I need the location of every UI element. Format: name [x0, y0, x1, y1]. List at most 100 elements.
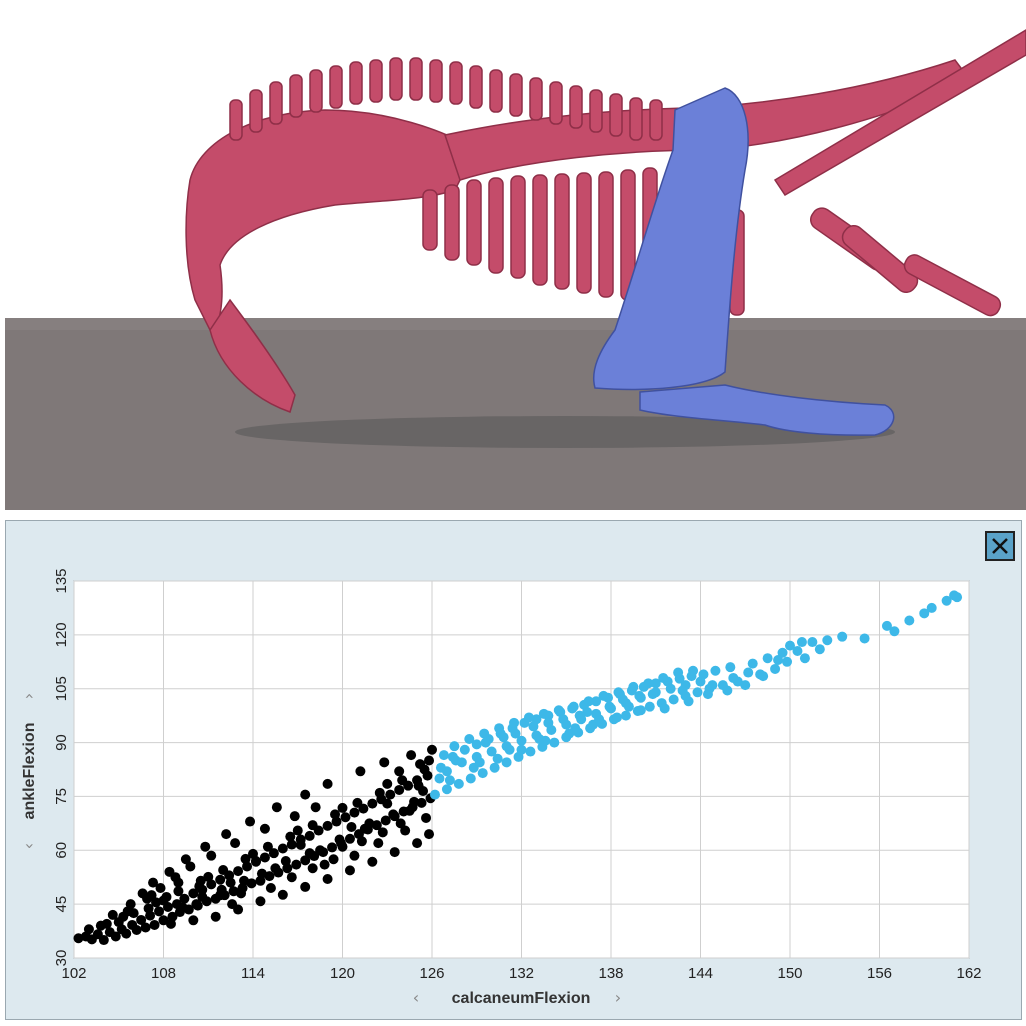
data-point-series-0 [194, 881, 205, 892]
data-point-series-1 [479, 728, 490, 739]
data-point-series-1 [501, 757, 512, 768]
data-point-series-1 [543, 717, 554, 728]
y-tick-label: 90 [53, 734, 70, 751]
data-point-series-0 [388, 809, 399, 820]
data-point-series-0 [421, 812, 432, 823]
data-point-series-0 [280, 856, 291, 867]
x-tick-label: 132 [509, 965, 534, 982]
data-point-series-1 [743, 667, 754, 678]
data-point-series-1 [926, 602, 937, 613]
y-tick-label: 30 [53, 950, 70, 967]
data-point-series-1 [617, 694, 628, 705]
data-point-series-0 [255, 896, 266, 907]
data-point-series-0 [158, 895, 169, 906]
data-point-series-0 [395, 818, 406, 829]
data-point-series-0 [165, 918, 176, 929]
data-point-series-0 [424, 755, 435, 766]
data-point-series-0 [158, 915, 169, 926]
data-point-series-0 [270, 863, 281, 874]
data-point-series-0 [286, 839, 297, 850]
data-point-series-1 [568, 701, 579, 712]
ground-shadow [5, 318, 1026, 330]
data-point-series-0 [379, 757, 390, 768]
data-point-series-1 [650, 678, 661, 689]
data-point-series-1 [441, 784, 452, 795]
skeleton-shadow [235, 416, 895, 448]
data-point-series-1 [594, 714, 605, 725]
data-point-series-0 [377, 827, 388, 838]
data-point-series-0 [98, 935, 109, 946]
close-button[interactable] [985, 531, 1015, 561]
torso-skeleton [185, 29, 1026, 413]
data-point-series-1 [635, 705, 646, 716]
data-point-series-0 [412, 838, 423, 849]
x-tick-label: 102 [61, 965, 86, 982]
x-tick-label: 114 [241, 965, 265, 982]
data-point-series-0 [227, 899, 238, 910]
3d-viewport[interactable] [5, 0, 1026, 510]
data-point-series-1 [492, 753, 503, 764]
data-point-series-1 [881, 620, 892, 631]
data-point-series-1 [643, 678, 654, 689]
data-point-series-0 [344, 833, 355, 844]
data-point-series-0 [300, 789, 311, 800]
y-tick-labels: 30 45 60 75 90 105 120 135 [53, 568, 70, 966]
y-axis-next-arrow[interactable]: › [19, 693, 38, 699]
data-point-series-0 [136, 914, 147, 925]
data-point-series-0 [230, 838, 241, 849]
data-point-series-0 [225, 877, 236, 888]
data-point-series-0 [404, 805, 415, 816]
data-point-series-1 [747, 658, 758, 669]
data-point-series-1 [782, 656, 793, 667]
data-point-series-0 [265, 882, 276, 893]
data-point-series-1 [668, 694, 679, 705]
x-axis-title[interactable]: ‹ calcaneumFlexion › [413, 988, 621, 1007]
data-point-series-0 [271, 802, 282, 813]
x-axis-prev-arrow[interactable]: ‹ [413, 988, 419, 1007]
y-axis-prev-arrow[interactable]: ‹ [19, 843, 38, 849]
data-point-series-0 [322, 778, 333, 789]
data-point-series-0 [380, 815, 391, 826]
data-point-series-1 [574, 710, 585, 721]
data-point-series-1 [673, 667, 684, 678]
x-tick-label: 156 [867, 965, 892, 982]
data-point-series-0 [215, 874, 226, 885]
data-point-series-1 [792, 646, 803, 657]
close-icon [992, 538, 1008, 554]
data-point-series-1 [434, 773, 445, 784]
x-tick-label: 144 [688, 965, 713, 982]
scatter-chart: 102 108 114 120 126 132 138 144 150 156 162 30 45 60… [19, 568, 982, 1007]
data-point-series-0 [185, 861, 196, 872]
data-point-series-1 [620, 710, 631, 721]
data-point-series-1 [623, 701, 634, 712]
data-point-series-1 [644, 701, 655, 712]
y-axis-title[interactable]: ‹ ankleFlexion › [19, 693, 38, 849]
y-axis-label: ankleFlexion [21, 723, 38, 820]
data-point-series-1 [438, 750, 449, 761]
data-point-series-0 [340, 812, 351, 823]
data-point-series-1 [807, 637, 818, 648]
x-axis-next-arrow[interactable]: › [615, 988, 621, 1007]
data-point-series-1 [449, 741, 460, 752]
data-point-series-0 [179, 893, 190, 904]
data-point-series-0 [259, 852, 270, 863]
data-point-series-0 [203, 871, 214, 882]
data-point-series-1 [695, 676, 706, 687]
data-point-series-0 [355, 766, 366, 777]
data-point-series-1 [477, 768, 488, 779]
data-point-series-1 [941, 595, 952, 606]
data-point-series-0 [148, 877, 159, 888]
data-point-series-0 [210, 911, 221, 922]
hind-limb [593, 87, 895, 436]
data-point-series-1 [919, 608, 930, 619]
x-tick-label: 150 [777, 965, 802, 982]
data-point-series-1 [722, 685, 733, 696]
data-point-series-1 [889, 626, 900, 637]
data-point-series-1 [822, 635, 833, 646]
data-point-series-1 [773, 654, 784, 665]
data-point-series-1 [688, 665, 699, 676]
y-tick-label: 135 [53, 568, 70, 593]
data-point-series-1 [658, 672, 669, 683]
data-point-series-1 [634, 690, 645, 701]
y-tick-label: 60 [53, 842, 70, 859]
